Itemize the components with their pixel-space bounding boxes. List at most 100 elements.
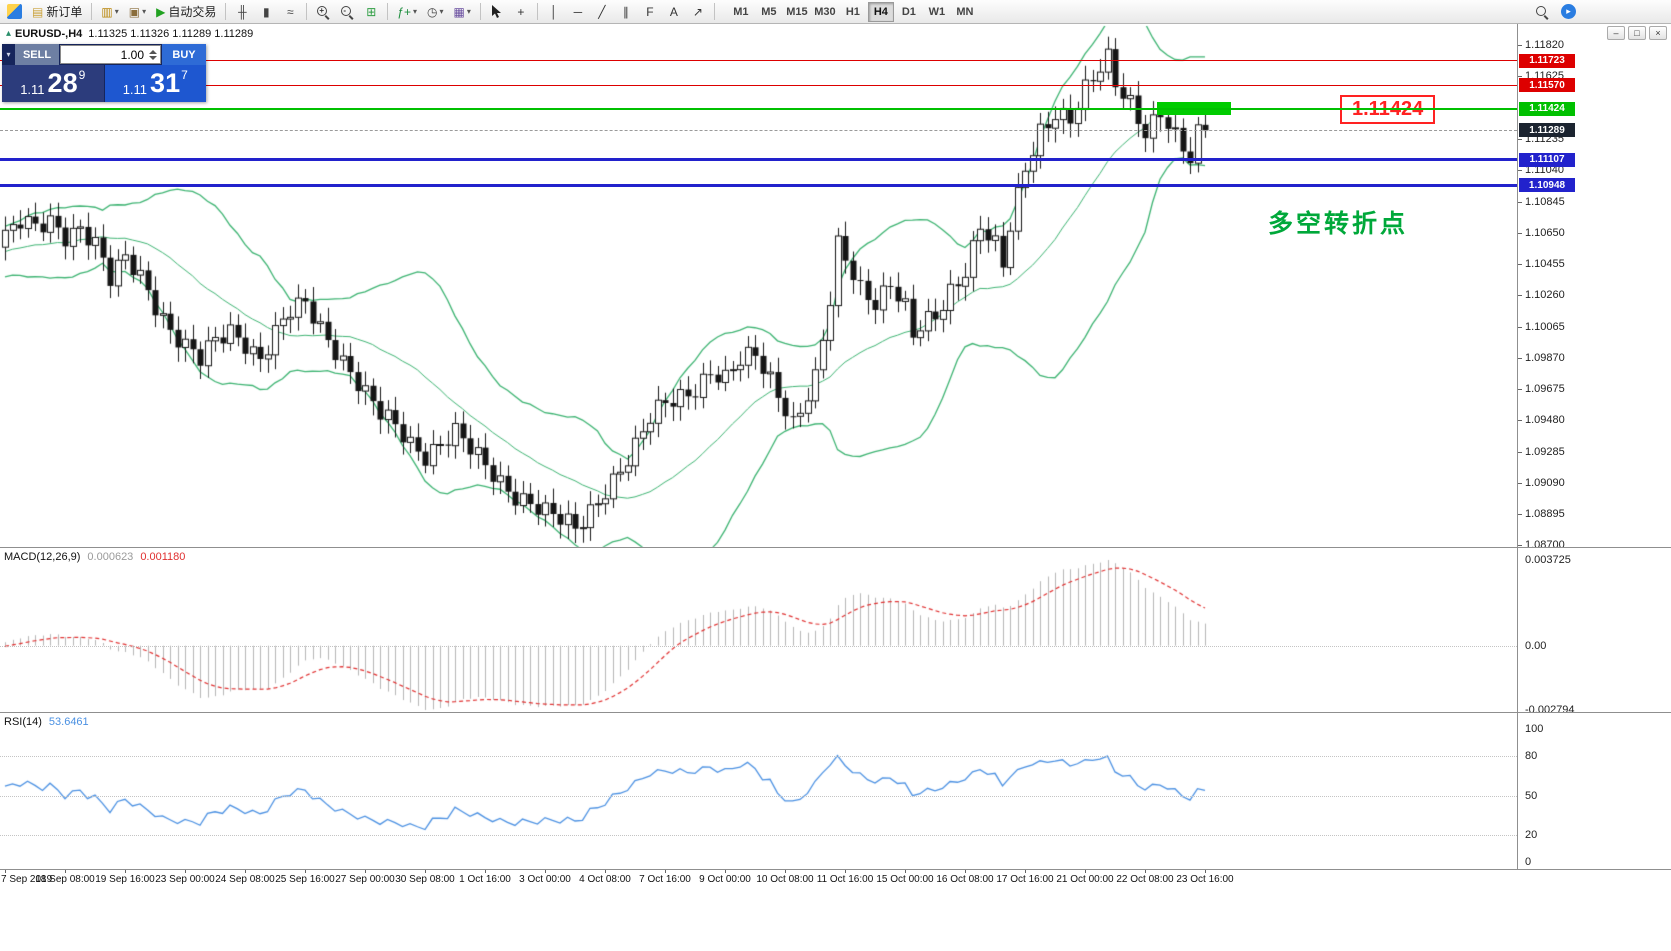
profiles-icon-glyph: ▣ [128, 4, 141, 19]
trendline-icon[interactable]: ╱ [591, 1, 613, 22]
chart-icon: ▴ [6, 28, 12, 39]
price-tick-mark [1518, 482, 1522, 484]
arrows-icon[interactable]: ↗ [687, 1, 709, 22]
date-tick-mark [65, 870, 66, 873]
templates-icon-glyph: ▦ [453, 4, 465, 19]
autotrading-button-label: 自动交易 [168, 5, 217, 19]
equidistant-channel-icon[interactable]: ∥ [615, 1, 637, 22]
profiles-icon[interactable]: ▣ ▾ [125, 1, 150, 22]
profiles-icon-caret: ▾ [142, 7, 147, 16]
support-line-1-price-tag: 1.11107 [1519, 152, 1575, 167]
oct-buy-label[interactable]: BUY [162, 44, 206, 65]
rsi-value: 53.6461 [48, 716, 89, 728]
templates-icon-caret: ▾ [466, 7, 471, 16]
macd-signal-value: 0.001180 [140, 551, 186, 563]
restore-button[interactable]: □ [1628, 26, 1646, 40]
line-chart-icon[interactable]: ≈ [279, 1, 301, 22]
date-label: 22 Oct 08:00 [1116, 874, 1174, 885]
oct-volume-spinner [149, 49, 157, 61]
toolbar-separator [91, 3, 93, 20]
text-icon[interactable]: A [663, 1, 685, 22]
periods-icon-caret: ▾ [439, 7, 444, 16]
indicators-list-icon[interactable]: ƒ+ ▾ [393, 1, 421, 22]
timeframe-w1-button[interactable]: W1 [928, 5, 946, 18]
rsi-panel-separator[interactable] [0, 712, 1671, 713]
close-button[interactable]: × [1649, 26, 1667, 40]
equidistant-channel-icon-glyph: ∥ [622, 4, 629, 19]
horizontal-line-icon[interactable]: ─ [567, 1, 589, 22]
timeframe-h4-button[interactable]: H4 [867, 1, 894, 22]
oct-volume-input[interactable]: 1.00 [60, 45, 161, 64]
timeframe-toolbar: M1 M5 M15 M30 H1 H4 D1 W1 MN [727, 1, 979, 22]
timeframe-mn-button[interactable]: MN [956, 5, 974, 18]
date-label: 9 Oct 00:00 [699, 874, 751, 885]
chinese-note-text[interactable]: 多空转折点 [1268, 210, 1409, 238]
date-label: 23 Sep 00:00 [155, 874, 215, 885]
sell-price-pips: 28 [47, 68, 78, 98]
chat-icon[interactable]: ▸ [1561, 4, 1576, 19]
oct-volume-value: 1.00 [120, 47, 144, 62]
price-tick-label: 1.11820 [1525, 39, 1564, 52]
green-rectangle-object[interactable] [1157, 102, 1231, 115]
buy-button[interactable]: 1.11 31 7 [104, 65, 206, 102]
date-tick-mark [125, 870, 126, 873]
timeframe-m30-button[interactable]: M30 [814, 5, 836, 18]
toolbar-separator [479, 3, 481, 20]
new-chart-icon[interactable]: ▥ ▾ [97, 1, 122, 22]
volume-up-arrow[interactable] [149, 49, 157, 54]
chart-title-line: EURUSD-,H4 1.11325 1.11326 1.11289 1.1128… [15, 28, 253, 40]
crosshair-icon[interactable]: + [510, 1, 532, 22]
rsi-indicator-label: RSI(14) 53.6461 [4, 716, 89, 728]
rsi-level-line-20 [0, 835, 1517, 837]
price-tick-mark [1518, 357, 1522, 359]
oct-sell-label[interactable]: SELL [15, 44, 59, 65]
oct-collapse-button[interactable]: ▾ [6, 50, 11, 59]
mt4-logo[interactable] [3, 1, 26, 22]
date-label: 11 Oct 16:00 [816, 874, 874, 885]
zoom-in-icon[interactable]: + [312, 1, 334, 22]
date-label: 25 Sep 16:00 [275, 874, 335, 885]
periods-icon[interactable]: ◷ ▾ [423, 1, 448, 22]
timeframe-h1-button[interactable]: H1 [845, 5, 860, 18]
macd-panel-separator[interactable] [0, 547, 1671, 548]
date-tick-mark [485, 870, 486, 873]
toolbar-separator [387, 3, 389, 20]
zoom-out-icon[interactable]: - [336, 1, 358, 22]
search-icon[interactable] [1535, 5, 1549, 19]
timeframe-m5-button[interactable]: M5 [761, 5, 777, 18]
date-tick-mark [545, 870, 546, 873]
price-tick-label: 1.09090 [1525, 476, 1565, 489]
autotrading-button-glyph: ▶ [156, 4, 166, 19]
date-tick-mark [965, 870, 966, 873]
tile-windows-icon[interactable]: ⊞ [360, 1, 382, 22]
price-axis[interactable]: 1.11820 1.11625 1.11235 1.11040 1.10845 1.106… [1517, 24, 1671, 869]
date-label: 7 Sep 2019 [1, 874, 53, 885]
bar-chart-icon[interactable]: ╫ [231, 1, 253, 22]
fibonacci-icon[interactable]: F [639, 1, 661, 22]
sell-button[interactable]: 1.11 28 9 [2, 65, 104, 102]
volume-down-arrow[interactable] [149, 55, 157, 60]
date-tick-mark [305, 870, 306, 873]
date-label: 4 Oct 08:00 [579, 874, 631, 885]
timeframe-d1-button[interactable]: D1 [901, 5, 916, 18]
indicators-list-icon-caret: ▾ [413, 7, 418, 16]
time-axis[interactable]: 7 Sep 2019 18 Sep 08:00 19 Sep 16:00 23 Sep… [0, 870, 1671, 890]
price-callout-label[interactable]: 1.11424 [1340, 95, 1436, 124]
toolbar-separator [713, 3, 715, 20]
date-label: 19 Sep 16:00 [95, 874, 155, 885]
price-tick-mark [1518, 201, 1522, 203]
one-click-trading-panel: ▾ SELL 1.00 BUY 1.11 28 9 1.11 31 7 [2, 44, 206, 102]
timeframe-m1-button[interactable]: M1 [733, 5, 749, 18]
toolbar-left-group: ▤ 新订单 ▥ ▾ ▣ ▾ ▶ 自动交易 ╫ ▮ ≈ + - ⊞ ƒ+ ▾ ◷ ▾ ▦ ▾ + │ ─ ╱ ∥ F A ↗ [2, 0, 719, 23]
date-tick-mark [1145, 870, 1146, 873]
price-tick-label: 1.10455 [1525, 258, 1565, 271]
cursor-icon[interactable] [486, 1, 508, 22]
minimize-button[interactable]: – [1607, 26, 1625, 40]
candlestick-icon[interactable]: ▮ [255, 1, 277, 22]
vertical-line-icon[interactable]: │ [543, 1, 565, 22]
new-order-button[interactable]: ▤ 新订单 [28, 1, 86, 22]
autotrading-button[interactable]: ▶ 自动交易 [152, 1, 220, 22]
templates-icon[interactable]: ▦ ▾ [450, 1, 475, 22]
timeframe-m15-button[interactable]: M15 [786, 5, 808, 18]
